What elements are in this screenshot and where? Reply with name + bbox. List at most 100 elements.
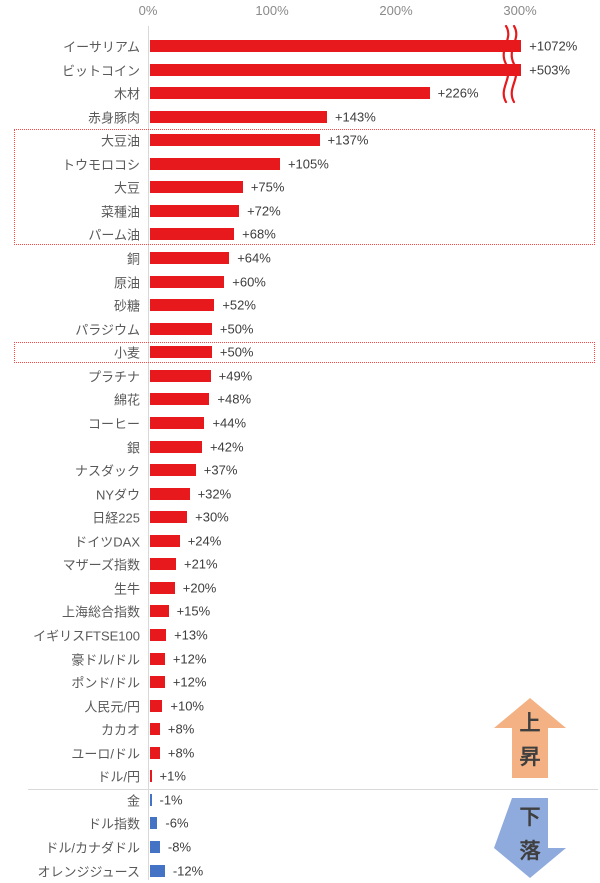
bar <box>150 416 205 429</box>
bar <box>150 817 158 830</box>
bar <box>150 134 320 147</box>
category-label: NYダウ <box>95 487 140 503</box>
x-axis-tick: 100% <box>255 3 289 18</box>
category-label: 銀 <box>126 440 140 456</box>
axis-zero-line <box>148 26 149 880</box>
category-label: ポンド/ドル <box>71 675 140 691</box>
value-label: +24% <box>187 533 222 549</box>
value-label: +64% <box>237 250 271 266</box>
positive-negative-divider <box>28 789 598 790</box>
category-label: イーサリアム <box>63 39 140 55</box>
category-label: カカオ <box>100 722 140 738</box>
category-label: 生牛 <box>113 581 140 597</box>
value-label: -12% <box>172 863 204 879</box>
category-label: ナスダック <box>74 463 140 479</box>
category-label: ドル/円 <box>97 769 140 785</box>
highlight-box <box>14 341 595 364</box>
x-axis-tick: 200% <box>379 3 413 18</box>
value-label: +1% <box>159 768 186 784</box>
value-label: +8% <box>167 721 195 737</box>
bar <box>150 511 188 524</box>
category-label: 小麦 <box>113 345 140 361</box>
value-label: +21% <box>183 556 218 572</box>
category-label: 豪ドル/ドル <box>71 652 140 668</box>
value-label: +12% <box>172 651 207 667</box>
value-label: +105% <box>287 156 329 172</box>
value-label: +50% <box>219 321 254 337</box>
category-label: ユーロ/ドル <box>71 746 140 762</box>
bar <box>150 841 160 854</box>
category-label: 大豆油 <box>100 133 140 149</box>
category-label: 上海総合指数 <box>61 604 140 620</box>
bar <box>150 228 235 241</box>
bar <box>150 110 327 123</box>
bar <box>150 605 169 618</box>
value-label: +50% <box>219 344 254 360</box>
value-label: +60% <box>232 274 266 290</box>
category-label: 金 <box>126 793 140 809</box>
category-label: 赤身豚肉 <box>87 110 140 126</box>
category-label: 砂糖 <box>113 298 140 314</box>
value-label: +226% <box>437 85 479 101</box>
bar <box>150 534 180 547</box>
bar <box>150 770 152 783</box>
fall-arrow-icon: 下 落 <box>494 798 566 878</box>
value-label: +44% <box>212 415 247 431</box>
value-label: +30% <box>195 509 229 525</box>
value-label: -8% <box>167 839 192 855</box>
bar <box>150 299 215 312</box>
rise-arrow-icon: 上 昇 <box>494 698 566 778</box>
value-label: +68% <box>242 226 276 242</box>
value-label: +13% <box>174 627 208 643</box>
value-label: +15% <box>176 603 211 619</box>
value-label: -1% <box>159 792 183 808</box>
bar <box>150 746 160 759</box>
value-label: +32% <box>197 486 232 502</box>
value-label: +52% <box>222 297 256 313</box>
category-label: イギリスFTSE100 <box>33 628 140 644</box>
category-label: 原油 <box>113 275 140 291</box>
value-label: +503% <box>529 62 571 78</box>
bar <box>150 464 196 477</box>
value-label: -6% <box>165 815 189 831</box>
fall-label-top: 下 <box>520 806 541 829</box>
value-label: +20% <box>182 580 217 596</box>
category-label: 綿花 <box>113 392 140 408</box>
bar <box>150 87 430 100</box>
bar <box>150 723 160 736</box>
rise-label-top: 上 <box>520 712 541 735</box>
category-label: ビットコイン <box>61 63 140 79</box>
bar <box>150 40 522 52</box>
highlight-box <box>14 129 595 246</box>
value-label: +8% <box>167 745 195 761</box>
category-label: マザーズ指数 <box>62 557 140 573</box>
value-label: +37% <box>203 462 238 478</box>
category-label: 人民元/円 <box>84 699 140 715</box>
category-label: パーム油 <box>88 227 140 243</box>
value-label: +10% <box>170 698 204 714</box>
bar <box>150 652 165 665</box>
bar <box>150 440 202 453</box>
bar <box>150 275 225 288</box>
bar <box>150 369 211 382</box>
bar <box>150 346 212 359</box>
bar <box>150 63 522 76</box>
value-label: +1072% <box>529 38 578 54</box>
bar <box>150 181 243 194</box>
bar <box>150 581 175 594</box>
bar <box>150 204 240 217</box>
category-label: パラジウム <box>75 322 140 338</box>
bar <box>150 322 212 335</box>
x-axis-tick: 300% <box>503 3 537 18</box>
x-axis-tick: 0% <box>138 3 158 18</box>
bar <box>150 157 280 170</box>
category-label: プラチナ <box>87 369 140 385</box>
category-label: ドイツDAX <box>74 534 140 550</box>
bar <box>150 487 190 500</box>
value-label: +75% <box>250 179 285 195</box>
category-label: 大豆 <box>113 180 140 196</box>
bar <box>150 699 163 712</box>
value-label: +137% <box>327 132 369 148</box>
fall-label-bottom: 落 <box>520 840 542 863</box>
